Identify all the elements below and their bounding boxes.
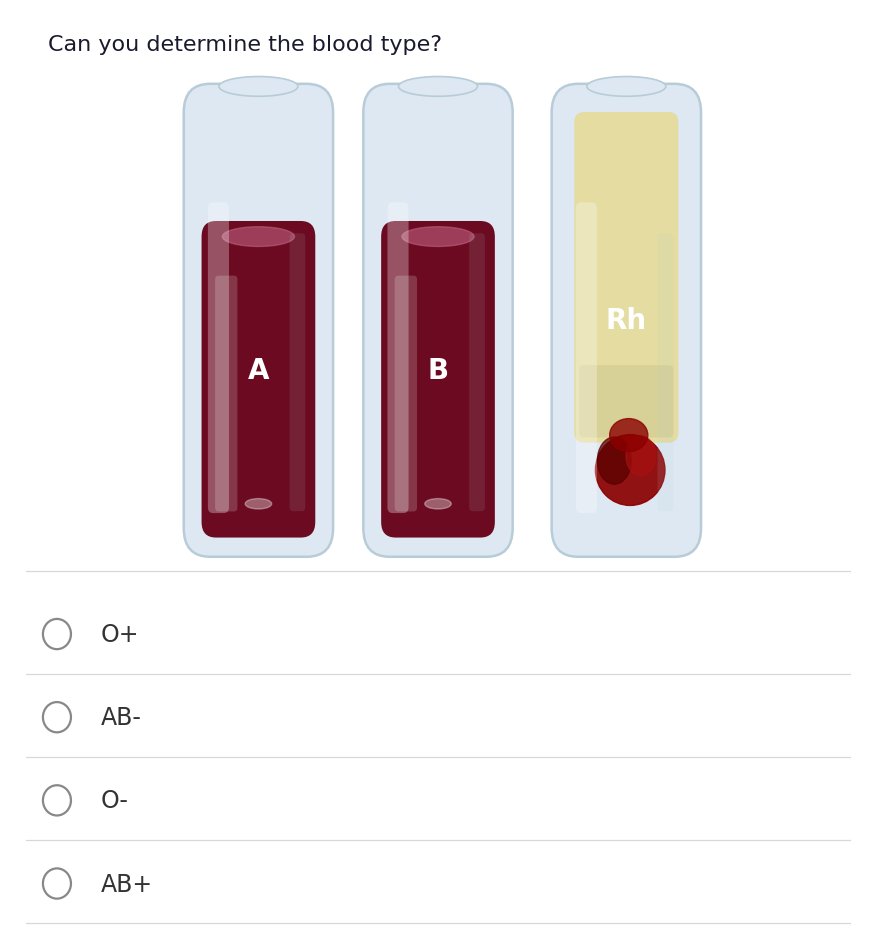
Text: Rh: Rh: [606, 307, 646, 335]
FancyBboxPatch shape: [364, 85, 512, 557]
FancyBboxPatch shape: [470, 234, 485, 512]
Ellipse shape: [385, 527, 491, 553]
FancyBboxPatch shape: [184, 85, 333, 557]
FancyBboxPatch shape: [201, 222, 315, 538]
Ellipse shape: [219, 77, 298, 97]
Text: AB-: AB-: [101, 705, 142, 730]
Text: Can you determine the blood type?: Can you determine the blood type?: [48, 35, 442, 55]
Ellipse shape: [245, 499, 272, 510]
Ellipse shape: [626, 436, 655, 476]
FancyBboxPatch shape: [576, 203, 597, 514]
Ellipse shape: [425, 499, 451, 510]
FancyBboxPatch shape: [290, 234, 305, 512]
FancyBboxPatch shape: [579, 365, 674, 438]
FancyBboxPatch shape: [215, 277, 237, 512]
FancyBboxPatch shape: [552, 85, 701, 557]
Ellipse shape: [610, 419, 648, 452]
Ellipse shape: [205, 527, 311, 553]
Text: O+: O+: [101, 622, 139, 647]
FancyBboxPatch shape: [387, 203, 408, 514]
Ellipse shape: [573, 527, 680, 553]
Ellipse shape: [587, 77, 666, 97]
Ellipse shape: [402, 228, 474, 247]
FancyBboxPatch shape: [658, 234, 673, 512]
Ellipse shape: [597, 437, 632, 484]
Ellipse shape: [223, 228, 294, 247]
Ellipse shape: [596, 435, 665, 506]
FancyBboxPatch shape: [208, 203, 229, 514]
FancyBboxPatch shape: [575, 113, 678, 443]
FancyBboxPatch shape: [381, 222, 495, 538]
FancyBboxPatch shape: [395, 277, 417, 512]
Text: O-: O-: [101, 788, 129, 813]
Text: A: A: [248, 357, 269, 385]
Ellipse shape: [399, 77, 477, 97]
Text: AB+: AB+: [101, 871, 153, 896]
Text: B: B: [427, 357, 449, 385]
